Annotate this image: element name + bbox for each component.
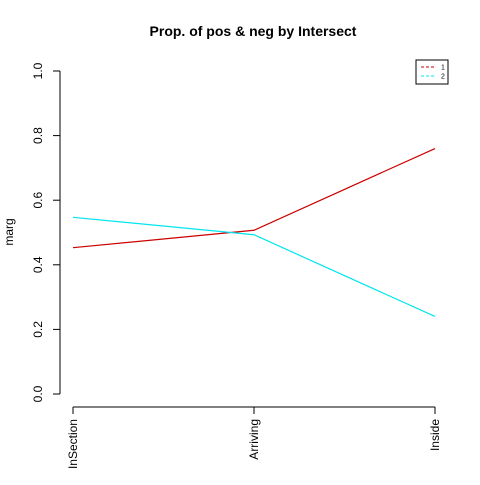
legend: 12 (415, 59, 449, 85)
legend-label-1: 1 (441, 65, 445, 72)
y-axis-label: marg (2, 218, 16, 245)
y-tick-label: 1.0 (31, 62, 45, 79)
legend-box (415, 59, 449, 85)
chart-title: Prop. of pos & neg by Intersect (150, 23, 357, 39)
x-axis: InSection Arriving Inside (66, 406, 442, 469)
y-tick-label: 0.8 (31, 127, 45, 144)
x-tick-label: InSection (66, 419, 80, 469)
x-tick-label: Arriving (247, 419, 261, 460)
y-tick-label: 0.2 (31, 321, 45, 338)
y-axis: 0.0 0.2 0.4 0.6 0.8 1.0 (31, 62, 61, 402)
x-tick-label: Inside (428, 419, 442, 451)
y-tick-label: 0.6 (31, 192, 45, 209)
series-1-line (72, 147, 436, 249)
series-lines (72, 147, 436, 318)
series-2-line (72, 216, 436, 318)
legend-label-2: 2 (441, 74, 445, 81)
y-tick-label: 0.0 (31, 385, 45, 402)
y-tick-label: 0.4 (31, 256, 45, 273)
